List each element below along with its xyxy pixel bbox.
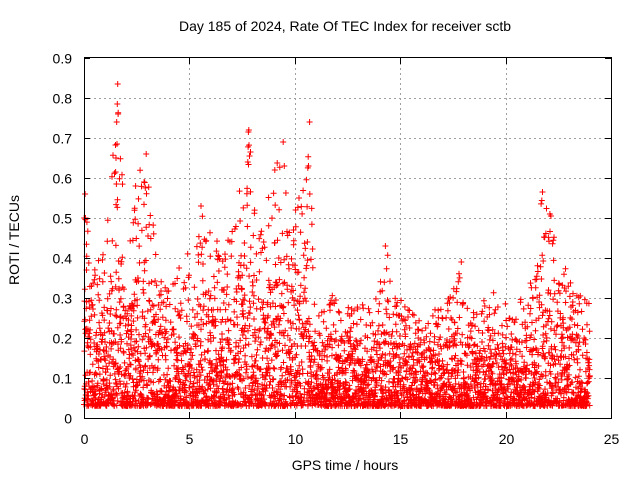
y-tick-label: 0.4: [53, 251, 73, 267]
x-tick-labels: 0 5 10 15 20 25: [81, 431, 620, 447]
x-tick-label: 15: [393, 431, 409, 447]
x-tick-label: 25: [604, 431, 620, 447]
x-axis-label: GPS time / hours: [292, 457, 399, 473]
y-tick-label: 0: [64, 411, 72, 427]
y-tick-label: 0.1: [53, 371, 73, 387]
x-tick-label: 10: [288, 431, 304, 447]
x-tick-label: 0: [81, 431, 89, 447]
plot-frame: [84, 57, 612, 419]
y-tick-label: 0.9: [53, 51, 73, 67]
y-axis-label: ROTI / TECUs: [6, 195, 22, 285]
roti-series-markers: [81, 81, 593, 409]
y-tick-label: 0.2: [53, 331, 73, 347]
y-tick-label: 0.6: [53, 171, 73, 187]
y-tick-labels: 0 0.1 0.2 0.3 0.4 0.5 0.6 0.7 0.8 0.9: [53, 51, 73, 427]
y-tick-label: 0.5: [53, 211, 73, 227]
y-tick-label: 0.7: [53, 131, 73, 147]
x-tick-label: 5: [186, 431, 194, 447]
axis-ticks: [84, 58, 612, 419]
y-tick-label: 0.3: [53, 291, 73, 307]
x-tick-label: 20: [499, 431, 515, 447]
y-tick-label: 0.8: [53, 91, 73, 107]
data-points: [81, 81, 593, 409]
chart-title: Day 185 of 2024, Rate Of TEC Index for r…: [179, 18, 511, 34]
